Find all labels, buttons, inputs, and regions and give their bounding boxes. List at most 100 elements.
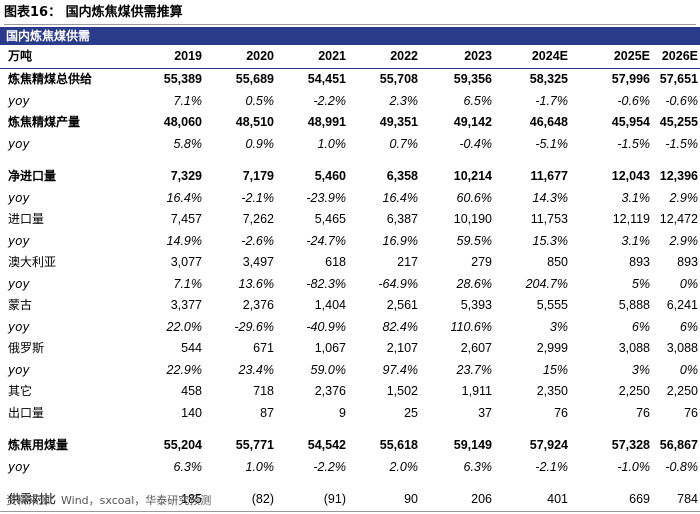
row-label bbox=[0, 424, 120, 435]
table-cell: 850 bbox=[547, 255, 568, 269]
table-cell bbox=[276, 478, 348, 489]
table-cell bbox=[276, 155, 348, 166]
table-cell: -40.9% bbox=[306, 319, 346, 334]
row-label: yoy bbox=[8, 362, 30, 377]
table-cell: 6% bbox=[679, 319, 698, 334]
table-cell bbox=[420, 424, 494, 435]
year-header: 2025E bbox=[570, 45, 652, 69]
table-cell: -5.1% bbox=[535, 136, 568, 151]
table-row: yoy 16.4% -2.1% -23.9% 16.4% 60.6% 14.3% 3.1% 2.… bbox=[0, 188, 700, 210]
table-cell: 7,329 bbox=[170, 169, 202, 183]
table-cell: 140 bbox=[181, 405, 202, 420]
table-cell: 10,190 bbox=[453, 212, 492, 226]
table-cell: 2,376 bbox=[242, 298, 274, 312]
table-cell: 57,924 bbox=[529, 438, 568, 452]
table-cell bbox=[348, 155, 420, 166]
table-cell bbox=[652, 155, 700, 166]
table-cell: 54,451 bbox=[307, 72, 346, 86]
table-cell: -0.4% bbox=[459, 136, 492, 151]
spacer-row bbox=[0, 424, 700, 435]
table-cell: 6,358 bbox=[386, 169, 418, 183]
row-label: 净进口量 bbox=[8, 169, 57, 183]
table-row: 蒙古 3,377 2,376 1,404 2,561 5,393 5,555 5,888 6,2… bbox=[0, 295, 700, 317]
table-row: 其它 458 718 2,376 1,502 1,911 2,350 2,250 2,250 bbox=[0, 381, 700, 403]
table-cell: 16.4% bbox=[382, 190, 418, 205]
table-cell bbox=[652, 424, 700, 435]
row-label: 澳大利亚 bbox=[8, 255, 57, 269]
source-note: 资料来源：Wind，sxcoal，华泰研究预测 bbox=[6, 494, 212, 507]
table-cell: 1,911 bbox=[461, 384, 492, 398]
row-label: 进口量 bbox=[8, 212, 45, 226]
table-cell: 15.3% bbox=[532, 233, 568, 248]
row-label: 炼焦精煤总供给 bbox=[8, 72, 93, 86]
table-cell: 57,328 bbox=[611, 438, 650, 452]
table-cell: 22.9% bbox=[166, 362, 202, 377]
table-row: yoy 14.9% -2.6% -24.7% 16.9% 59.5% 15.3% 3.1% 2.… bbox=[0, 231, 700, 253]
table-cell: 3,497 bbox=[242, 255, 274, 269]
table-row: 炼焦精煤产量 48,060 48,510 48,991 49,351 49,142 46,6… bbox=[0, 112, 700, 134]
table-cell: 48,991 bbox=[307, 115, 346, 129]
table-cell: 55,204 bbox=[163, 438, 202, 452]
table-cell: 2,561 bbox=[386, 298, 418, 312]
table-cell: 59.0% bbox=[310, 362, 346, 377]
table-cell: 12,472 bbox=[659, 212, 698, 226]
table-row: yoy 5.8% 0.9% 1.0% 0.7% -0.4% -5.1% -1.5% -1.5% bbox=[0, 134, 700, 156]
table-cell: 55,771 bbox=[235, 438, 274, 452]
table-cell bbox=[494, 478, 570, 489]
section-header-band: 国内炼焦煤供需 bbox=[0, 27, 700, 45]
table-row: 炼焦用煤量 55,204 55,771 54,542 55,618 59,149 57,92… bbox=[0, 435, 700, 457]
table-cell bbox=[348, 478, 420, 489]
table-cell: 5.8% bbox=[173, 136, 203, 151]
table-row: 出口量 140 87 9 25 37 76 76 76 bbox=[0, 403, 700, 425]
table-cell: 55,618 bbox=[379, 438, 418, 452]
row-label: 出口量 bbox=[8, 405, 45, 420]
table-cell bbox=[120, 424, 204, 435]
table-cell bbox=[348, 424, 420, 435]
year-header: 2023 bbox=[420, 45, 494, 69]
table-cell: 2.3% bbox=[389, 93, 419, 108]
table-cell: 1,404 bbox=[314, 298, 346, 312]
table-cell: 458 bbox=[181, 384, 202, 398]
table-cell: 7,457 bbox=[170, 212, 202, 226]
table-cell: 57,651 bbox=[659, 72, 698, 86]
row-label: 炼焦用煤量 bbox=[8, 438, 69, 452]
table-cell: 1,067 bbox=[314, 341, 346, 355]
table-cell: 3% bbox=[549, 319, 568, 334]
table-cell: 6.3% bbox=[173, 459, 203, 474]
table-cell: 0% bbox=[679, 276, 698, 291]
table-cell: 16.4% bbox=[166, 190, 202, 205]
row-label: 俄罗斯 bbox=[8, 341, 45, 355]
table-cell: 6,387 bbox=[386, 212, 418, 226]
table-cell: 784 bbox=[652, 489, 700, 512]
spacer-row bbox=[0, 155, 700, 166]
table-cell: 6.5% bbox=[463, 93, 493, 108]
table-cell: 37 bbox=[478, 405, 492, 420]
table-cell: 7.1% bbox=[173, 276, 203, 291]
table-cell: 0.9% bbox=[245, 136, 275, 151]
table-cell: 893 bbox=[677, 255, 698, 269]
table-cell: 5,393 bbox=[460, 298, 492, 312]
table-row: yoy 7.1% 0.5% -2.2% 2.3% 6.5% -1.7% -0.6% -0.6% bbox=[0, 91, 700, 113]
table-cell: 5,888 bbox=[618, 298, 650, 312]
table-cell bbox=[420, 155, 494, 166]
table-cell: 3.1% bbox=[621, 190, 651, 205]
year-header: 2026E bbox=[652, 45, 700, 69]
table-cell: -0.6% bbox=[617, 93, 650, 108]
table-cell bbox=[120, 478, 204, 489]
table-cell: 206 bbox=[420, 489, 494, 512]
table-cell: 110.6% bbox=[450, 319, 492, 334]
table-cell: 544 bbox=[181, 341, 202, 355]
table-cell: 10,214 bbox=[453, 169, 492, 183]
table-cell bbox=[494, 424, 570, 435]
table-cell: 2,350 bbox=[536, 384, 568, 398]
table-cell: 2,999 bbox=[536, 341, 568, 355]
row-label: yoy bbox=[8, 190, 30, 205]
table-cell: 1.0% bbox=[317, 136, 347, 151]
table-row: 俄罗斯 544 671 1,067 2,107 2,607 2,999 3,088 3,088 bbox=[0, 338, 700, 360]
table-cell: 7.1% bbox=[173, 93, 203, 108]
table-cell: 2.9% bbox=[669, 233, 699, 248]
table-cell: 14.3% bbox=[532, 190, 568, 205]
table-cell: -2.2% bbox=[313, 93, 346, 108]
table-cell: 401 bbox=[494, 489, 570, 512]
table-cell: 2.9% bbox=[669, 190, 699, 205]
